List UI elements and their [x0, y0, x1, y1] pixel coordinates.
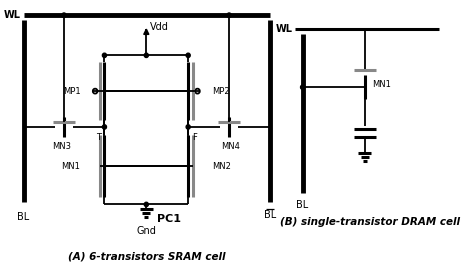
Text: MN2: MN2 [212, 162, 231, 171]
Text: Gnd: Gnd [137, 226, 156, 236]
Text: MN1: MN1 [61, 162, 80, 171]
Text: WL: WL [275, 24, 292, 34]
Text: (B) single-transistor DRAM cell: (B) single-transistor DRAM cell [280, 217, 460, 227]
Text: (A) 6-transistors SRAM cell: (A) 6-transistors SRAM cell [68, 251, 225, 262]
Text: BL: BL [296, 200, 309, 210]
Text: WL: WL [4, 10, 21, 20]
Text: BL: BL [18, 212, 30, 222]
Circle shape [102, 125, 107, 129]
Circle shape [102, 53, 107, 58]
Circle shape [186, 53, 190, 58]
Circle shape [186, 125, 190, 129]
Circle shape [62, 13, 66, 17]
Circle shape [227, 13, 231, 17]
Circle shape [144, 53, 148, 58]
Text: T: T [96, 133, 100, 142]
Text: Vdd: Vdd [150, 22, 169, 32]
Text: MN4: MN4 [221, 142, 240, 151]
Text: F: F [192, 133, 197, 142]
Text: PC1: PC1 [157, 214, 182, 224]
Text: MN1: MN1 [373, 80, 391, 89]
Text: MP1: MP1 [63, 87, 80, 96]
Circle shape [144, 202, 148, 207]
Text: MN3: MN3 [53, 142, 72, 151]
Circle shape [301, 85, 305, 89]
Text: MP2: MP2 [212, 87, 230, 96]
Text: BL: BL [264, 210, 276, 220]
